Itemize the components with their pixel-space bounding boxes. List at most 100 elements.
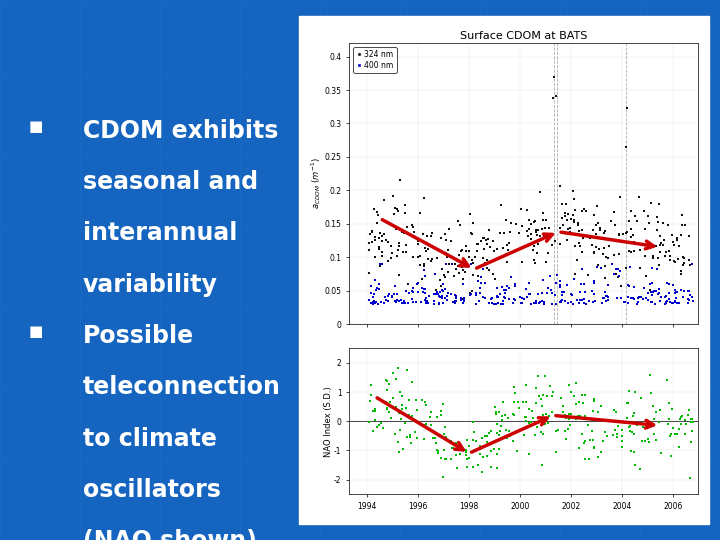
Point [383, 292, 395, 300]
Point [510, 220, 521, 228]
Point [386, 292, 397, 300]
Point [370, 286, 382, 294]
Point [392, 363, 404, 372]
Point [419, 398, 431, 407]
Point [407, 284, 418, 292]
Point [653, 260, 665, 269]
Point [387, 249, 398, 258]
Point [445, 455, 456, 463]
Point [481, 452, 492, 461]
Point [402, 280, 414, 288]
Point [505, 219, 516, 227]
Point [523, 405, 535, 414]
Point [370, 298, 382, 307]
Point [500, 426, 512, 434]
Point [406, 412, 418, 421]
Point [495, 290, 506, 299]
Point [412, 253, 423, 262]
Point [534, 298, 545, 306]
Point [485, 446, 497, 455]
Point [668, 241, 680, 249]
Text: to climate: to climate [83, 427, 217, 450]
Point [500, 411, 511, 420]
Point [413, 240, 424, 248]
Point [568, 218, 580, 227]
Point [369, 405, 381, 414]
Point [448, 298, 459, 306]
Point [369, 416, 381, 424]
Point [624, 217, 635, 225]
Point [580, 288, 591, 296]
Point [559, 427, 571, 435]
Point [520, 381, 531, 389]
Point [654, 296, 666, 305]
Point [570, 400, 582, 409]
Point [438, 446, 450, 454]
Point [565, 215, 577, 224]
Point [407, 222, 418, 231]
Point [372, 284, 383, 292]
Point [555, 394, 567, 403]
Point [479, 431, 490, 440]
Point [621, 104, 632, 113]
Point [372, 210, 384, 219]
Point [647, 291, 658, 299]
Point [381, 405, 392, 414]
Point [605, 217, 616, 225]
Point [676, 211, 688, 219]
Point [501, 433, 513, 442]
Point [545, 382, 557, 390]
Point [647, 287, 659, 296]
Point [501, 282, 513, 291]
Point [578, 439, 590, 448]
Point [575, 288, 586, 297]
Point [654, 241, 666, 249]
Point [391, 289, 402, 298]
Point [583, 297, 595, 306]
Point [675, 269, 687, 278]
Point [503, 414, 514, 422]
Point [536, 225, 548, 233]
Point [396, 405, 408, 414]
Point [466, 287, 477, 295]
Point [364, 396, 375, 405]
Point [525, 300, 536, 308]
Point [592, 260, 603, 269]
Point [643, 219, 654, 227]
Point [654, 232, 665, 240]
Point [401, 222, 413, 231]
Point [558, 413, 570, 421]
Point [531, 227, 542, 236]
Point [414, 208, 426, 217]
Point [444, 224, 455, 233]
Point [365, 299, 377, 307]
Point [498, 293, 510, 302]
Point [537, 216, 549, 225]
Point [498, 244, 509, 253]
Point [577, 234, 589, 242]
Point [569, 215, 580, 224]
Point [670, 287, 682, 296]
Point [397, 298, 409, 307]
Point [599, 261, 611, 270]
Text: seasonal and: seasonal and [83, 170, 258, 194]
Point [632, 298, 644, 307]
Point [439, 230, 451, 238]
Point [664, 415, 675, 423]
Point [536, 296, 548, 305]
Point [600, 415, 612, 424]
Point [507, 299, 518, 308]
Point [621, 414, 632, 422]
Point [551, 299, 562, 308]
Point [464, 289, 476, 298]
Point [672, 236, 683, 245]
Point [434, 276, 446, 285]
Point [556, 296, 567, 305]
Point [602, 296, 613, 305]
Point [529, 217, 541, 225]
Point [541, 414, 552, 423]
Point [503, 239, 514, 248]
Point [481, 431, 492, 440]
Point [418, 421, 430, 429]
Point [540, 257, 552, 266]
